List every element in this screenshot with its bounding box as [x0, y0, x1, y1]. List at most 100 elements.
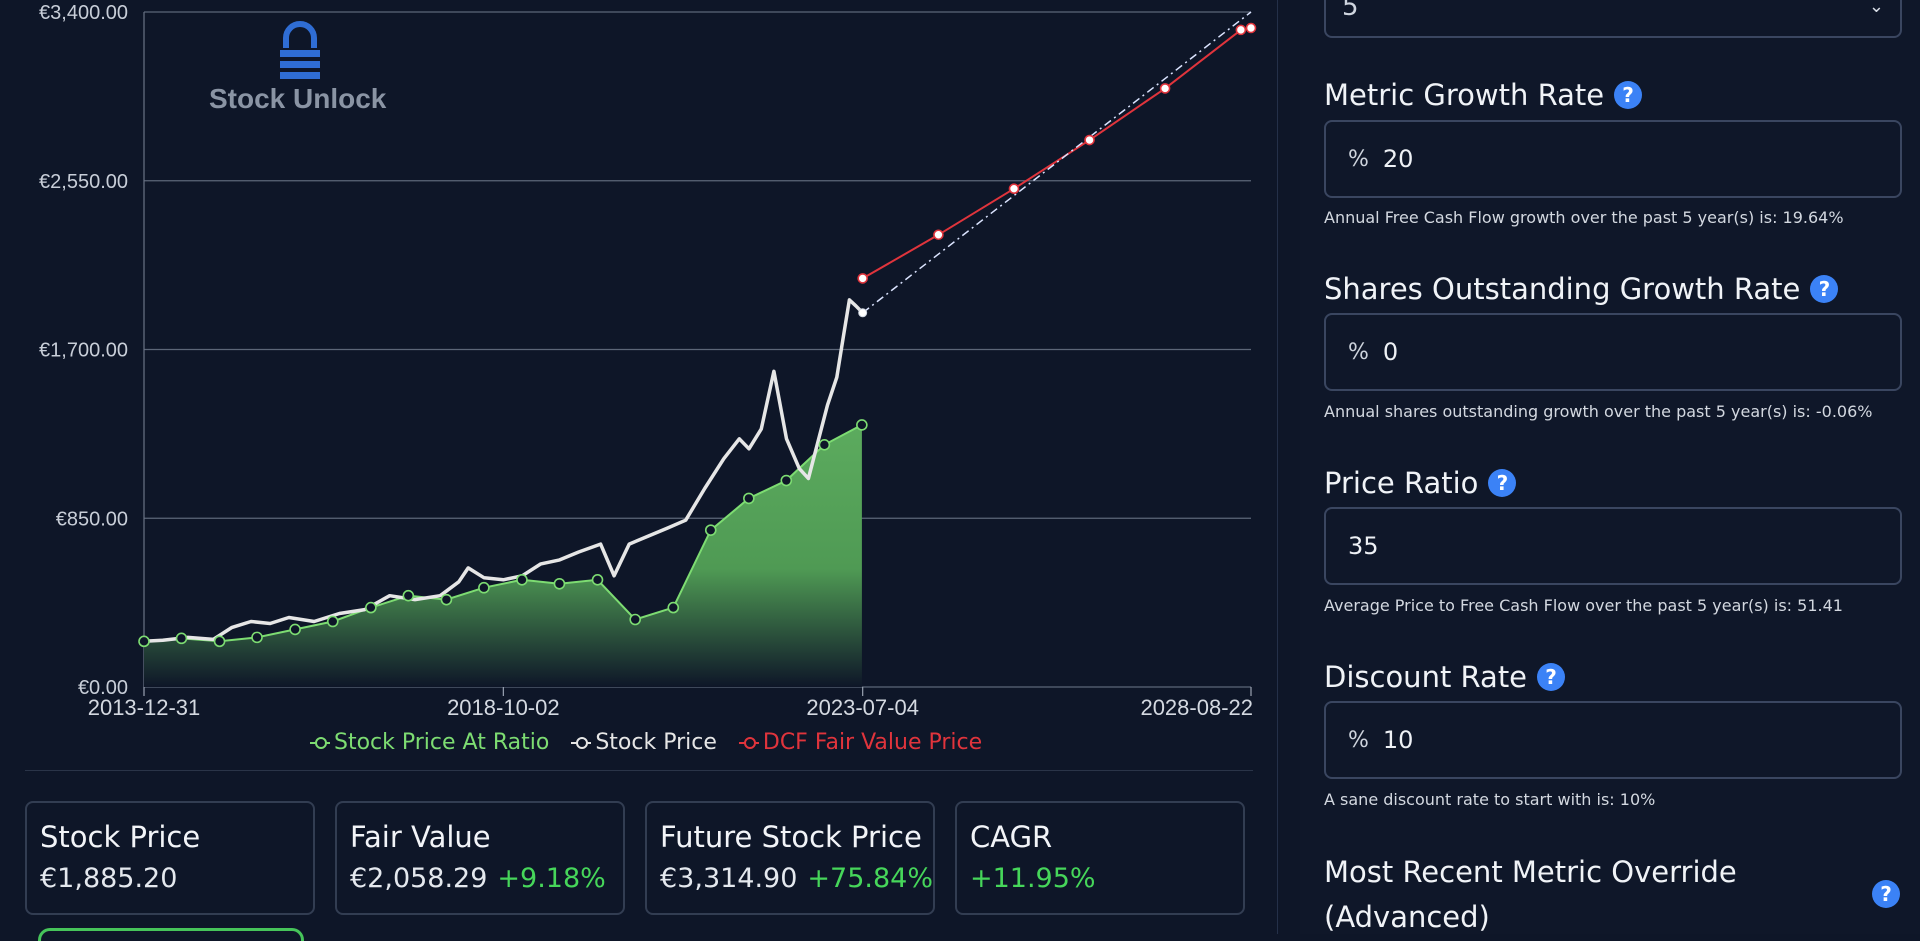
x-tick-label: 2028-08-22: [1140, 695, 1253, 720]
years-select-value: 5: [1342, 0, 1359, 22]
x-tick-label: 2018-10-02: [447, 695, 560, 720]
ratio-point: [743, 492, 755, 505]
percent-prefix: %: [1348, 146, 1369, 172]
field-label-text: Shares Outstanding Growth Rate: [1324, 272, 1801, 306]
y-tick-label: €850.00: [56, 508, 128, 530]
field-label-text: Metric Growth Rate: [1324, 78, 1605, 112]
settings-panel: 5 ⌄ Metric Growth Rate ? % 20 Annual Fre…: [1300, 0, 1920, 934]
card-title: Stock Price: [40, 820, 201, 854]
card-value: €3,314.90: [660, 863, 798, 894]
stock-price-at-ratio-area: [144, 424, 862, 687]
shares-outstanding-growth-rate-label: Shares Outstanding Growth Rate ?: [1324, 272, 1839, 306]
stock-price-end-point: [858, 308, 868, 318]
x-tick-label: 2013-12-31: [88, 695, 201, 720]
field-label-text: Price Ratio: [1324, 466, 1479, 500]
ratio-point: [402, 589, 415, 602]
dcf-point: [1159, 83, 1171, 94]
dcf-point: [1235, 24, 1247, 36]
panel-divider: [1277, 0, 1278, 934]
card-change: +11.95%: [970, 863, 1096, 894]
chart-legend: Stock Price At Ratio Stock Price DCF Fair …: [310, 726, 982, 758]
help-icon[interactable]: ?: [1614, 81, 1643, 109]
legend-item[interactable]: Stock Price: [571, 730, 717, 755]
card-change: +75.84%: [807, 863, 933, 894]
discount-rate-input[interactable]: % 10: [1324, 701, 1902, 779]
ratio-point: [289, 623, 301, 636]
y-tick-label: €3,400.00: [39, 2, 128, 24]
input-value: 35: [1348, 532, 1379, 560]
ratio-point: [365, 601, 377, 614]
dcf-fair-value-line: [862, 29, 1242, 280]
metric-growth-rate-hint: Annual Free Cash Flow growth over the pa…: [1324, 208, 1844, 227]
percent-prefix: %: [1348, 727, 1369, 753]
card-value: €2,058.29: [350, 863, 488, 894]
ratio-point: [704, 524, 717, 536]
ratio-point: [856, 419, 868, 431]
ratio-point: [780, 474, 793, 487]
legend-item[interactable]: Stock Price At Ratio: [310, 730, 549, 755]
discount-rate-hint: A sane discount rate to start with is: 1…: [1324, 790, 1656, 809]
metric-growth-rate-input[interactable]: % 20: [1324, 120, 1902, 198]
input-value: 10: [1382, 726, 1414, 754]
years-select[interactable]: 5 ⌄: [1324, 0, 1902, 38]
ratio-point: [516, 573, 528, 586]
legend-label: DCF Fair Value Price: [762, 729, 983, 755]
ratio-point: [553, 577, 566, 590]
legend-item[interactable]: DCF Fair Value Price: [738, 729, 983, 755]
stock-price-card: Stock Price €1,885.20: [25, 801, 315, 915]
dcf-point: [1245, 22, 1257, 34]
dcf-point: [1084, 134, 1095, 146]
help-icon[interactable]: ?: [1872, 880, 1900, 908]
dcf-point: [1008, 183, 1020, 194]
cagr-card: CAGR +11.95%: [955, 801, 1245, 915]
dcf-point: [933, 229, 944, 241]
metric-override-label: Most Recent Metric Override (Advanced): [1324, 855, 1737, 934]
card-title: Future Stock Price: [660, 820, 922, 854]
chart-panel: Stock Unlock €0.00 €850.00 €1,700.00 €2,550…: [25, 2, 1257, 941]
action-button[interactable]: [38, 928, 304, 941]
logo-text: Stock Unlock: [209, 83, 387, 114]
help-icon[interactable]: ?: [1537, 663, 1566, 691]
y-tick-label: €0.00: [78, 677, 128, 699]
stock-price-at-ratio-line: [143, 424, 863, 643]
legend-marker-icon: [738, 735, 759, 749]
shares-outstanding-growth-rate-input[interactable]: % 0: [1324, 313, 1902, 391]
metric-growth-rate-label: Metric Growth Rate ?: [1324, 78, 1643, 112]
price-chart: Stock Unlock €0.00 €850.00 €1,700.00 €2,550…: [39, 2, 1257, 720]
price-ratio-hint: Average Price to Free Cash Flow over the…: [1324, 596, 1843, 615]
chevron-down-icon: ⌄: [1868, 0, 1884, 17]
card-change: +9.18%: [497, 863, 606, 894]
legend-marker-icon: [571, 735, 592, 749]
projection-dashdot-line: [862, 11, 1252, 314]
price-ratio-label: Price Ratio ?: [1324, 466, 1517, 500]
price-ratio-input[interactable]: 35: [1324, 507, 1902, 585]
ratio-point: [478, 581, 490, 594]
x-tick-label: 2023-07-04: [806, 695, 919, 720]
input-value: 0: [1382, 338, 1399, 366]
ratio-point: [326, 615, 339, 628]
stock-unlock-padlock-icon: [280, 21, 320, 79]
input-value: 20: [1382, 145, 1414, 173]
future-stock-price-card: Future Stock Price €3,314.90 +75.84%: [645, 801, 935, 915]
fair-value-card: Fair Value €2,058.29 +9.18%: [335, 801, 625, 915]
legend-marker-icon: [310, 735, 330, 749]
y-tick-label: €2,550.00: [39, 171, 128, 193]
help-icon[interactable]: ?: [1810, 275, 1839, 303]
ratio-point: [251, 631, 263, 644]
card-title: CAGR: [970, 820, 1053, 854]
stock-unlock-logo: Stock Unlock: [209, 21, 387, 114]
divider: [25, 770, 1253, 771]
ratio-point: [629, 613, 641, 626]
card-value: €1,885.20: [40, 863, 178, 894]
ratio-point: [818, 438, 831, 451]
y-tick-label: €1,700.00: [39, 340, 128, 362]
ratio-point: [138, 635, 150, 648]
legend-label: Stock Price At Ratio: [334, 729, 550, 755]
discount-rate-label: Discount Rate ?: [1324, 660, 1566, 694]
ratio-point: [591, 573, 604, 586]
legend-label: Stock Price: [595, 729, 717, 755]
field-label-text: Discount Rate: [1324, 660, 1528, 694]
help-icon[interactable]: ?: [1488, 469, 1517, 497]
percent-prefix: %: [1348, 339, 1369, 365]
card-title: Fair Value: [350, 820, 491, 854]
